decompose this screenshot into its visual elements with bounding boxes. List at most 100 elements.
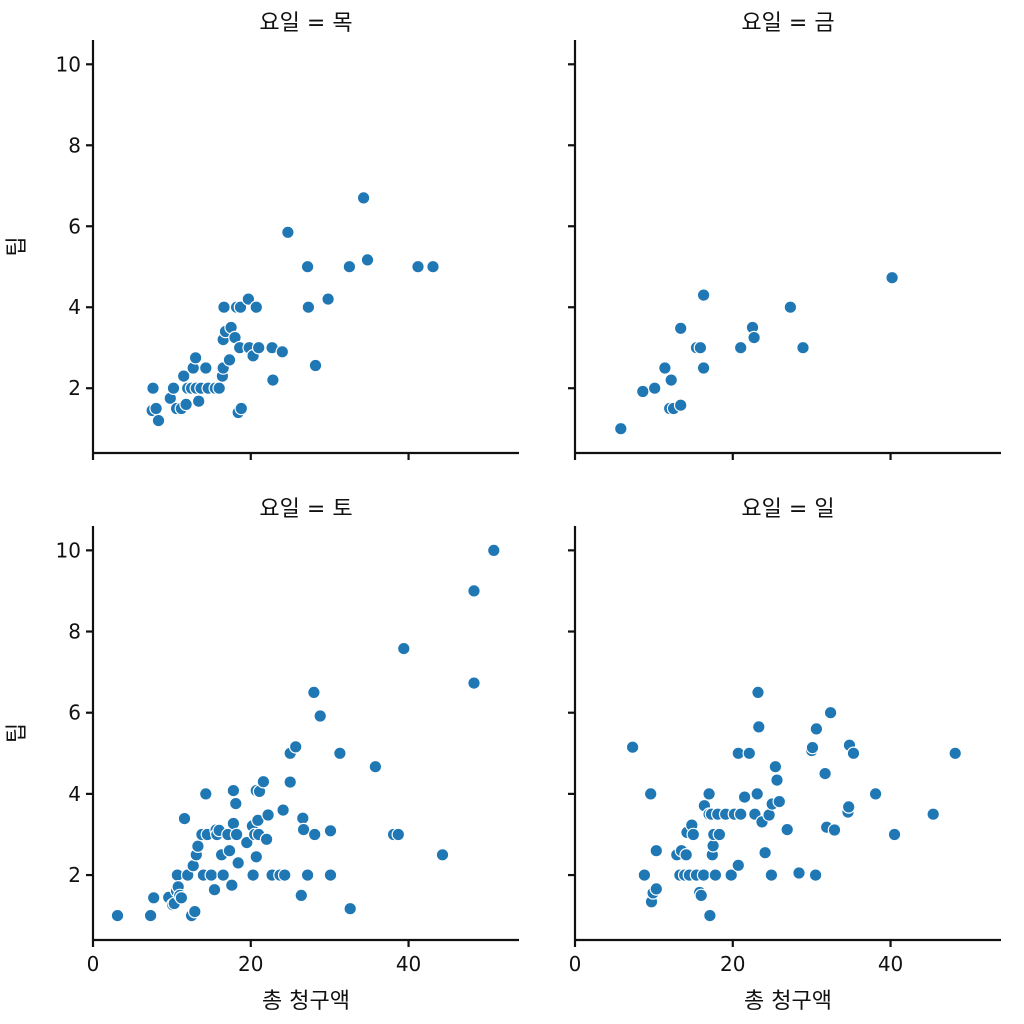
data-point [229, 827, 244, 842]
data-point [276, 803, 290, 817]
data-point [226, 783, 241, 798]
data-point [143, 908, 158, 923]
data-point [251, 340, 266, 355]
y-tick-label: 10 [56, 52, 81, 76]
data-point [696, 288, 711, 302]
y-tick-label: 8 [68, 133, 81, 157]
data-point [249, 300, 264, 314]
data-point [467, 584, 481, 598]
y-tick-label: 2 [68, 376, 81, 400]
data-point [323, 868, 338, 882]
data-point [818, 766, 832, 781]
data-point [673, 398, 688, 412]
data-point [246, 868, 260, 882]
data-point [231, 856, 245, 870]
data-point [233, 300, 248, 314]
data-point [708, 868, 723, 882]
data-point [706, 838, 720, 853]
data-point [308, 358, 323, 373]
data-point [750, 787, 764, 801]
data-point [188, 904, 202, 919]
data-point [780, 822, 794, 837]
data-point [411, 259, 425, 274]
data-point [658, 361, 672, 375]
data-point [737, 790, 752, 804]
data-point [234, 401, 249, 416]
data-point [731, 858, 746, 873]
y-tick-label: 4 [68, 295, 81, 319]
data-point [176, 369, 191, 383]
data-point [635, 384, 650, 399]
data-point [266, 373, 280, 387]
x-axis-label: 총 청구액 [262, 989, 350, 1014]
data-point [296, 822, 311, 837]
data-point [333, 746, 347, 761]
data-point [827, 823, 842, 837]
data-point [199, 361, 213, 375]
data-point [783, 300, 798, 314]
data-point [146, 890, 161, 905]
data-point [307, 827, 322, 842]
data-point [647, 381, 662, 395]
data-point [868, 787, 883, 801]
data-point [673, 321, 688, 336]
data-point [204, 868, 219, 882]
data-point [300, 259, 315, 274]
data-point [768, 759, 783, 774]
data-point [649, 882, 664, 896]
data-point [222, 843, 237, 858]
facet-panel-3: 요일 = 토 2 4 6 8 10 0 20 40 팁총 청구액 [5, 497, 519, 1014]
data-point [261, 808, 275, 822]
data-point [758, 845, 772, 860]
data-point [396, 641, 411, 656]
data-point [174, 890, 189, 905]
data-point [356, 191, 371, 205]
data-point [225, 878, 239, 892]
data-point [360, 253, 375, 267]
data-point [486, 543, 501, 558]
data-point [637, 868, 652, 882]
data-point [307, 685, 321, 700]
facet-panel-4: 요일 = 일 0 20 40 총 청구액 [568, 497, 1001, 1014]
data-point [288, 739, 303, 754]
y-tick-label: 6 [68, 214, 81, 238]
facet-title: 요일 = 토 [259, 497, 352, 522]
data-point [294, 888, 309, 903]
data-point [283, 775, 297, 789]
data-point [696, 868, 711, 882]
data-point [805, 740, 820, 755]
data-point [702, 787, 716, 801]
data-point [342, 259, 357, 274]
data-point [217, 300, 231, 314]
y-tick-label: 6 [68, 701, 81, 725]
data-point [733, 340, 748, 355]
data-point [712, 827, 727, 842]
y-axis-label: 팁 [5, 723, 30, 743]
data-point [664, 373, 678, 387]
data-point [240, 835, 254, 850]
data-point [295, 811, 310, 825]
scatter-points [110, 543, 501, 923]
data-point [323, 823, 338, 838]
data-point [179, 397, 193, 412]
data-point [207, 882, 222, 897]
data-point [948, 746, 962, 761]
y-tick-label: 2 [68, 863, 81, 887]
data-point [222, 353, 237, 367]
data-point [823, 705, 838, 720]
data-point [792, 866, 806, 880]
data-point [281, 225, 295, 240]
data-point [313, 709, 327, 723]
data-point [885, 270, 899, 285]
scatter-points [625, 685, 962, 923]
data-point [149, 401, 163, 416]
data-point [426, 259, 440, 274]
data-point [770, 773, 784, 787]
facet-panel-2: 요일 = 금 [568, 11, 1001, 460]
data-point [259, 832, 274, 847]
data-point [724, 868, 738, 882]
data-point [177, 811, 192, 826]
data-point [301, 300, 316, 314]
data-point [613, 421, 628, 436]
data-point [216, 868, 230, 882]
